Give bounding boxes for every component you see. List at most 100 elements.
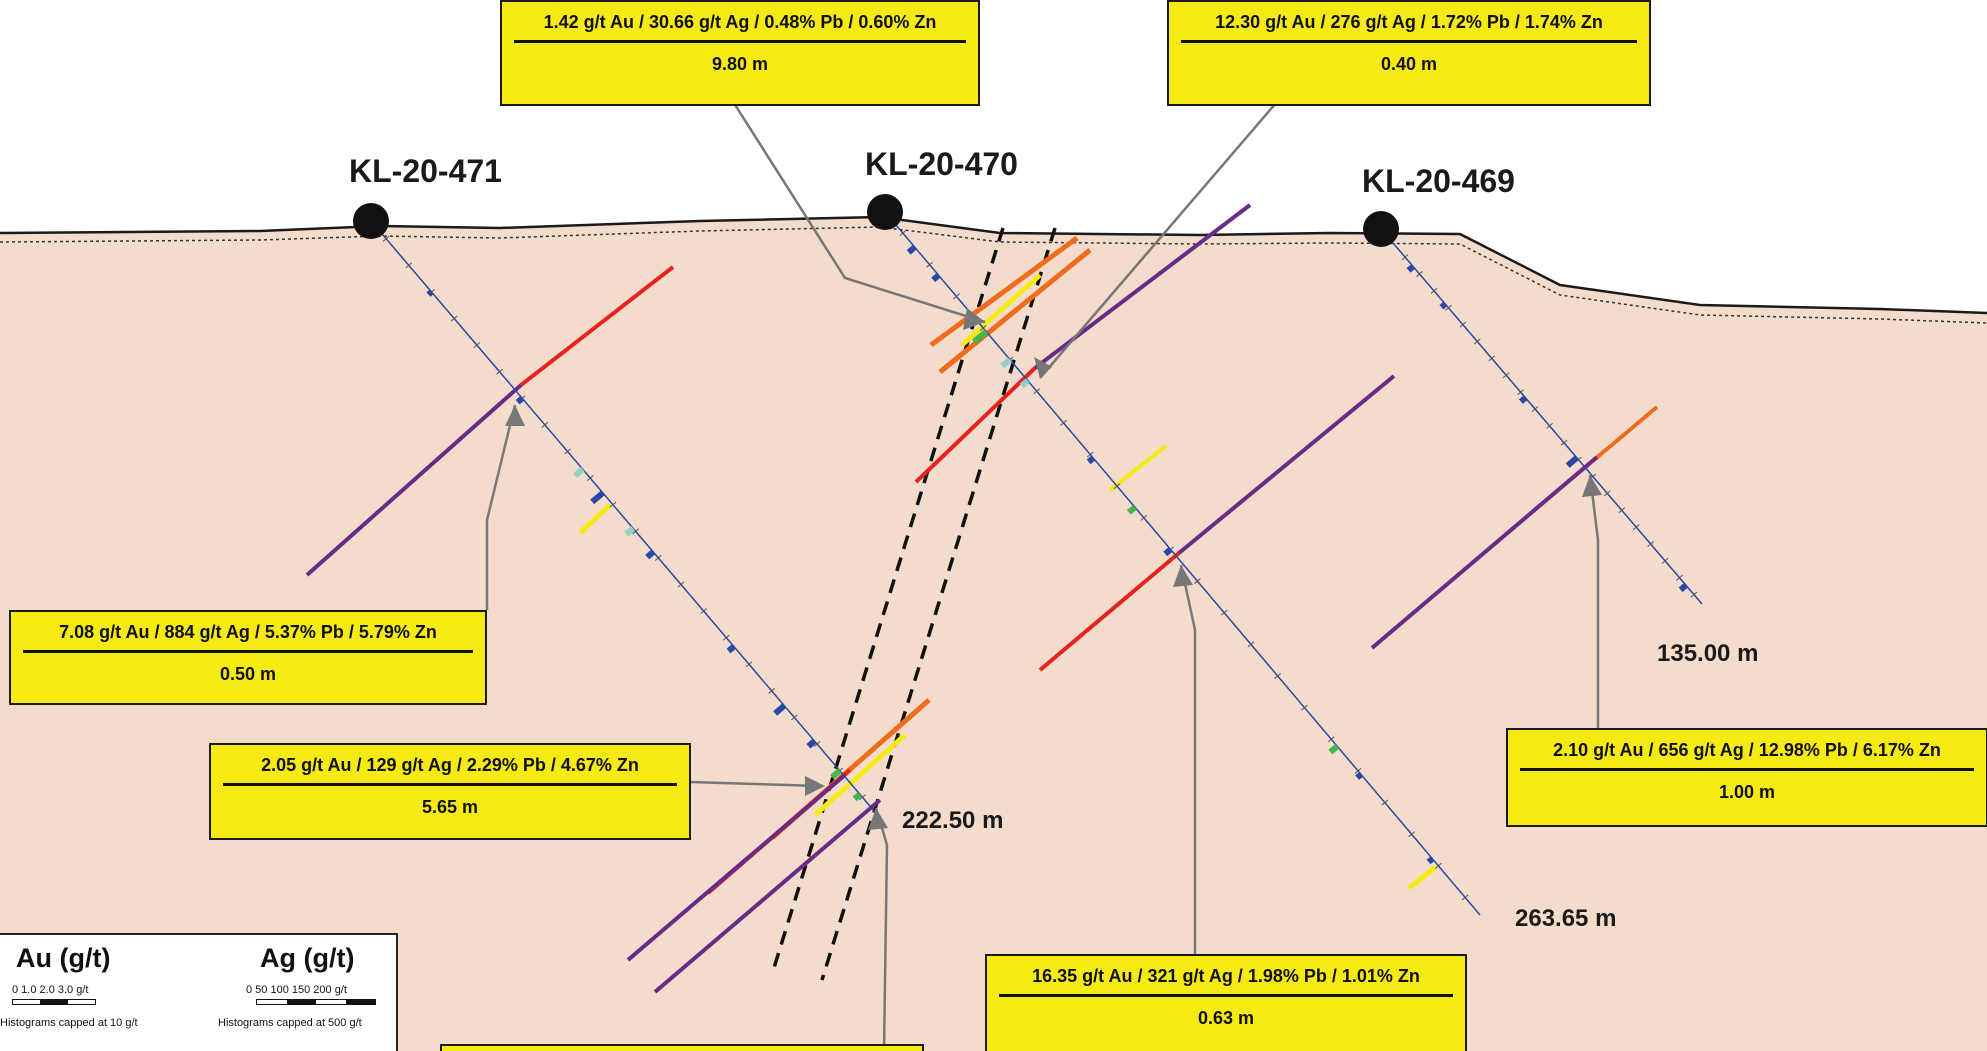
callout-grade: 12.30 g/t Au / 276 g/t Ag / 1.72% Pb / 1… [1215, 12, 1603, 32]
callout-divider [999, 994, 1453, 997]
vein-yellow [1108, 444, 1168, 492]
assay-histogram-bar [971, 329, 989, 345]
depth-tick [1603, 490, 1611, 497]
depth-tick [1459, 321, 1467, 328]
assay-histogram-bar [1019, 378, 1030, 389]
depth-tick [541, 421, 549, 428]
leader-arrowhead [1034, 357, 1052, 378]
depth-tick [953, 293, 960, 300]
depth-tick [1247, 641, 1255, 648]
leader-arrowhead [1582, 475, 1602, 497]
callout-grade: 7.08 g/t Au / 884 g/t Ag / 5.37% Pb / 5.… [59, 622, 437, 642]
depth-tick [496, 368, 503, 375]
assay-callout: 7.08 g/t Au / 884 g/t Ag / 5.37% Pb / 5.… [9, 610, 487, 705]
hole-assay-histograms [426, 244, 1688, 865]
assay-histogram-bar [515, 396, 525, 405]
depth-tick [1560, 439, 1568, 446]
depth-tick [1408, 831, 1415, 838]
depth-tick [1531, 406, 1539, 412]
depth-tick [1676, 574, 1683, 581]
assay-histogram-bar [1518, 395, 1528, 404]
assay-histogram-bar [1086, 455, 1096, 465]
fault-line [820, 227, 1057, 981]
leader-arrowhead [505, 405, 525, 426]
leader-arrowhead [1173, 565, 1193, 587]
assay-histogram-bar [806, 738, 817, 749]
depth-tick [1461, 894, 1469, 901]
collar-marker [1363, 211, 1399, 247]
section-background [0, 217, 1987, 1051]
depth-tick [677, 581, 685, 588]
depth-tick [450, 315, 458, 322]
depth-tick [1473, 338, 1481, 345]
assay-histogram-bar [1163, 547, 1173, 557]
vein-orange [938, 248, 1092, 374]
vein-red [1038, 551, 1181, 672]
callout-divider [23, 650, 473, 653]
depth-tick [1193, 578, 1201, 585]
fault-line [771, 227, 1005, 972]
depth-tick [1690, 591, 1698, 598]
depth-tick [1060, 419, 1067, 426]
hole-label-470: KL-20-470 [865, 146, 1018, 182]
assay-histogram-bar [1678, 582, 1688, 593]
callout-divider [1520, 768, 1974, 771]
callout-length: 0.63 m [1197, 1008, 1255, 1028]
depth-tick [722, 634, 730, 641]
leader-line [730, 99, 986, 324]
assay-histogram-bar [1126, 504, 1137, 515]
assay-callout-partial [440, 1044, 924, 1051]
callout-divider [1181, 40, 1637, 43]
legend-au-scale: 0 1.0 2.0 3.0 g/t [12, 984, 89, 996]
legend-ag-bar [256, 999, 376, 1005]
vein-purple [653, 798, 882, 994]
depth-tick [1381, 799, 1389, 806]
assay-histogram-bar [590, 490, 605, 505]
assay-callout: 12.30 g/t Au / 276 g/t Ag / 1.72% Pb / 1… [1167, 0, 1651, 106]
topography-line [0, 215, 1987, 315]
depth-tick [654, 554, 662, 561]
depth-tick [926, 261, 934, 268]
end-depth-label-471: 222.50 m [902, 807, 1004, 834]
hole-label-471: KL-20-471 [349, 153, 502, 189]
drill-hole-trace-471 [370, 220, 876, 813]
callout-divider [514, 40, 966, 43]
callout-length: 5.65 m [421, 797, 479, 817]
depth-tick [1647, 541, 1655, 547]
legend-au-title: Au (g/t) [16, 943, 111, 973]
depth-tick [899, 230, 907, 237]
depth-tick [1327, 736, 1335, 743]
leader-line [689, 780, 821, 788]
legend-ag-title: Ag (g/t) [260, 943, 355, 973]
legend-ag-scale: 0 50 100 150 200 g/t [246, 984, 347, 996]
depth-tick [1502, 372, 1510, 379]
legend-ag-cap: Histograms capped at 500 g/t [218, 1017, 362, 1029]
assay-callout: 1.42 g/t Au / 30.66 g/t Ag / 0.48% Pb / … [500, 0, 980, 106]
depth-tick [700, 608, 708, 615]
depth-tick [1140, 514, 1148, 521]
depth-tick [1618, 507, 1626, 514]
depth-tick [586, 475, 594, 482]
depth-tick [473, 342, 481, 349]
depth-tick [768, 687, 776, 694]
depth-tick [1401, 254, 1409, 261]
vein-purple [1177, 374, 1396, 555]
end-depth-label-469: 135.00 m [1657, 640, 1759, 667]
collar-marker [867, 194, 903, 230]
callout-divider [223, 783, 677, 786]
assay-callout: 2.05 g/t Au / 129 g/t Ag / 2.29% Pb / 4.… [209, 743, 691, 840]
depth-tick [1274, 673, 1282, 679]
leader-arrowhead [963, 308, 985, 330]
depth-tick [1517, 389, 1524, 396]
depth-tick [813, 741, 821, 748]
assay-histogram-bar [773, 703, 787, 716]
callout-grade: 2.10 g/t Au / 656 g/t Ag / 12.98% Pb / 6… [1553, 740, 1941, 760]
assay-histogram-bar [1355, 772, 1363, 780]
leader-arrowhead [868, 808, 888, 830]
callout-grade: 2.05 g/t Au / 129 g/t Ag / 2.29% Pb / 4.… [261, 755, 639, 775]
drill-hole-trace-469 [1380, 228, 1703, 605]
depth-tick [405, 262, 413, 269]
depth-tick [1354, 767, 1362, 774]
